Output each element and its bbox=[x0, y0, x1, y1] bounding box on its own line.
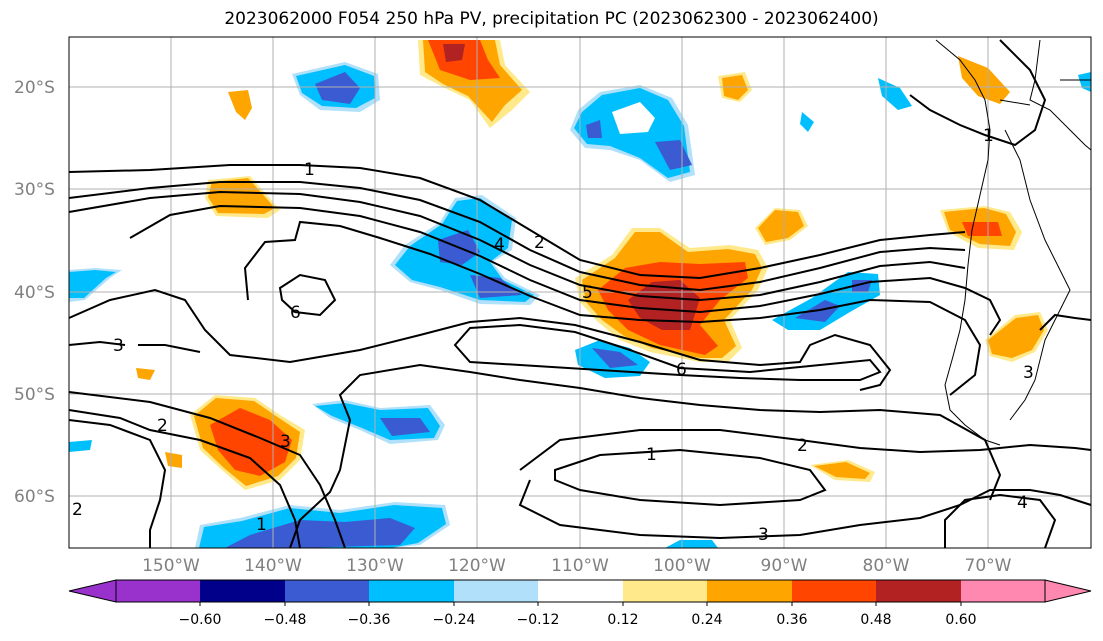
pv-label: 3 bbox=[1023, 363, 1034, 383]
colorbar-segment bbox=[792, 580, 876, 602]
map-panel: 1 2 4 5 6 3 2 3 6 1 2 1 3 4 1 3 2 bbox=[68, 36, 1092, 549]
lon-label: 110°W bbox=[551, 556, 609, 576]
colorbar-tick-label: −0.12 bbox=[517, 612, 560, 628]
pv-label: 4 bbox=[494, 235, 505, 255]
longitude-axis: 150°W 140°W 130°W 120°W 110°W 100°W 90°W… bbox=[142, 556, 1012, 576]
pv-label: 2 bbox=[157, 416, 168, 436]
lat-label: 30°S bbox=[14, 180, 55, 200]
colorbar-tick-label: 0.12 bbox=[607, 612, 638, 628]
lat-label: 60°S bbox=[14, 487, 55, 507]
lon-label: 80°W bbox=[863, 556, 910, 576]
colorbar-tick-label: 0.48 bbox=[860, 612, 891, 628]
colorbar-segment bbox=[538, 580, 623, 602]
pv-label: 2 bbox=[534, 233, 545, 253]
pv-label: 6 bbox=[676, 360, 687, 380]
pv-label: 1 bbox=[304, 160, 315, 180]
precip-shading bbox=[69, 40, 1091, 548]
colorbar-segment bbox=[116, 580, 200, 602]
colorbar-tick-label: 0.24 bbox=[691, 612, 722, 628]
lon-label: 130°W bbox=[346, 556, 404, 576]
colorbar-tick-label: 0.36 bbox=[776, 612, 807, 628]
colorbar-tick-label: −0.48 bbox=[264, 612, 307, 628]
pv-label: 2 bbox=[797, 436, 808, 456]
pv-label: 3 bbox=[113, 336, 124, 356]
colorbar-segment bbox=[623, 580, 707, 602]
colorbar-frame bbox=[115, 579, 1046, 603]
pv-label: 1 bbox=[646, 445, 657, 465]
pv-label: 2 bbox=[72, 500, 83, 520]
lon-label: 100°W bbox=[653, 556, 711, 576]
lon-label: 70°W bbox=[965, 556, 1012, 576]
colorbar-tick-label: −0.60 bbox=[179, 612, 222, 628]
lon-label: 120°W bbox=[448, 556, 506, 576]
lon-label: 90°W bbox=[761, 556, 808, 576]
pv-label: 3 bbox=[758, 525, 769, 545]
map-title: 2023062000 F054 250 hPa PV, precipitatio… bbox=[224, 9, 879, 29]
colorbar-tick-label: 0.60 bbox=[945, 612, 976, 628]
pv-label: 3 bbox=[280, 432, 291, 452]
pv-label: 1 bbox=[256, 515, 267, 535]
colorbar-segment bbox=[707, 580, 792, 602]
pv-label: 5 bbox=[582, 283, 593, 303]
colorbar-segment bbox=[876, 580, 961, 602]
pv-contour-labels: 1 2 4 5 6 3 2 3 6 1 2 1 3 4 1 3 2 bbox=[72, 126, 1034, 545]
lon-label: 140°W bbox=[244, 556, 302, 576]
map-gridlines bbox=[69, 37, 1091, 548]
pv-label: 6 bbox=[290, 303, 301, 323]
colorbar-segment bbox=[454, 580, 538, 602]
pv-contours bbox=[68, 39, 1092, 549]
colorbar-extend-right bbox=[1044, 579, 1092, 603]
colorbar: −0.60 −0.48 −0.36 −0.24 −0.12 0.12 0.24 … bbox=[68, 579, 1092, 628]
colorbar-segment bbox=[285, 580, 369, 602]
colorbar-extend-left bbox=[68, 579, 117, 603]
colorbar-segment bbox=[961, 580, 1045, 602]
pv-label: 1 bbox=[983, 126, 994, 146]
pv-label: 4 bbox=[1017, 493, 1028, 513]
latitude-axis: 20°S 30°S 40°S 50°S 60°S bbox=[14, 78, 55, 507]
lat-label: 20°S bbox=[14, 78, 55, 98]
colorbar-tick-label: −0.36 bbox=[348, 612, 391, 628]
colorbar-tick-label: −0.24 bbox=[433, 612, 476, 628]
colorbar-segment bbox=[200, 580, 285, 602]
colorbar-segment bbox=[369, 580, 454, 602]
lat-label: 40°S bbox=[14, 283, 55, 303]
lon-label: 150°W bbox=[142, 556, 200, 576]
map-frame bbox=[68, 36, 1092, 549]
lat-label: 50°S bbox=[14, 385, 55, 405]
